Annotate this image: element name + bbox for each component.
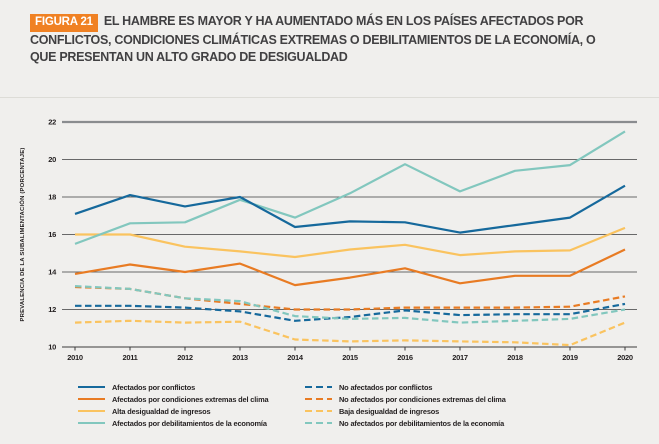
legend-column-solid: Afectados por conflictos Afectados por co… — [78, 381, 269, 429]
x-tick-label-2013: 2013 — [232, 353, 248, 362]
x-tick-label-2015: 2015 — [342, 353, 358, 362]
solid-line-swatch — [78, 397, 105, 401]
legend-label: Baja desigualdad de ingresos — [339, 406, 440, 416]
x-tick-label-2011: 2011 — [122, 353, 137, 362]
y-tick-label-12: 12 — [48, 305, 56, 314]
dashed-line-swatch — [305, 409, 332, 413]
dashed-line-swatch — [305, 385, 332, 389]
x-tick-label-2010: 2010 — [67, 353, 83, 362]
legend-label: Afectados por conflictos — [112, 382, 196, 392]
x-tick-label-2014: 2014 — [287, 353, 304, 362]
y-tick-label-22: 22 — [48, 118, 56, 127]
legend-label: Afectados por condiciones extremas del c… — [112, 394, 269, 404]
series-line-4 — [75, 302, 626, 322]
solid-line-swatch — [78, 409, 105, 413]
legend-label: Alta desigualdad de ingresos — [112, 406, 211, 416]
series-line-1 — [74, 248, 626, 287]
figure-title: FIGURA 21 EL HAMBRE ES MAYOR Y HA AUMENTA… — [30, 13, 622, 66]
legend-column-dashed: No afectados por conflictos No afectados … — [305, 381, 506, 429]
legend-item: Afectados por condiciones extremas del c… — [78, 393, 269, 405]
y-axis-title: PREVALENCIA DE LA SUBALIMENTACIÓN (PORCE… — [18, 147, 26, 321]
x-tick-label-2020: 2020 — [617, 353, 633, 362]
series-line-2 — [75, 226, 626, 259]
series-line-6 — [74, 319, 626, 347]
legend-item: No afectados por debilitamientos de la e… — [305, 417, 506, 429]
x-tick-label-2018: 2018 — [507, 353, 523, 362]
x-tick-label-2016: 2016 — [397, 353, 413, 362]
y-tick-label-20: 20 — [48, 155, 56, 164]
figure-title-text: EL HAMBRE ES MAYOR Y HA AUMENTADO MÁS EN… — [30, 14, 596, 64]
dashed-line-swatch — [305, 421, 332, 425]
x-tick-label-2017: 2017 — [452, 353, 468, 362]
series-line-7 — [74, 285, 626, 324]
legend-item: Afectados por conflictos — [78, 381, 268, 393]
legend-item: Alta desigualdad de ingresos — [78, 405, 268, 417]
series-line-0 — [74, 184, 626, 234]
solid-line-swatch — [78, 385, 105, 389]
legend-label: Afectados por debilitamientos de la econ… — [112, 418, 267, 428]
legend-item: Baja desigualdad de ingresos — [305, 405, 506, 417]
series-line-3 — [74, 130, 626, 245]
y-tick-label-18: 18 — [48, 193, 56, 202]
y-tick-label-14: 14 — [48, 268, 57, 277]
x-tick-label-2012: 2012 — [177, 353, 193, 362]
y-tick-label-10: 10 — [48, 343, 56, 352]
legend-label: No afectados por debilitamientos de la e… — [339, 418, 505, 428]
legend-item: No afectados por conflictos — [305, 381, 506, 393]
x-tick-label-2019: 2019 — [562, 353, 578, 362]
title-divider — [0, 97, 659, 98]
legend-item: No afectados por condiciones extremas de… — [305, 393, 506, 405]
y-tick-label-16: 16 — [48, 230, 56, 239]
solid-line-swatch — [78, 421, 105, 425]
legend-label: No afectados por condiciones extremas de… — [339, 394, 506, 404]
legend-label: No afectados por conflictos — [339, 382, 433, 392]
figure-number-badge: FIGURA 21 — [30, 14, 98, 32]
legend-item: Afectados por debilitamientos de la econ… — [78, 417, 268, 429]
dashed-line-swatch — [305, 397, 332, 401]
